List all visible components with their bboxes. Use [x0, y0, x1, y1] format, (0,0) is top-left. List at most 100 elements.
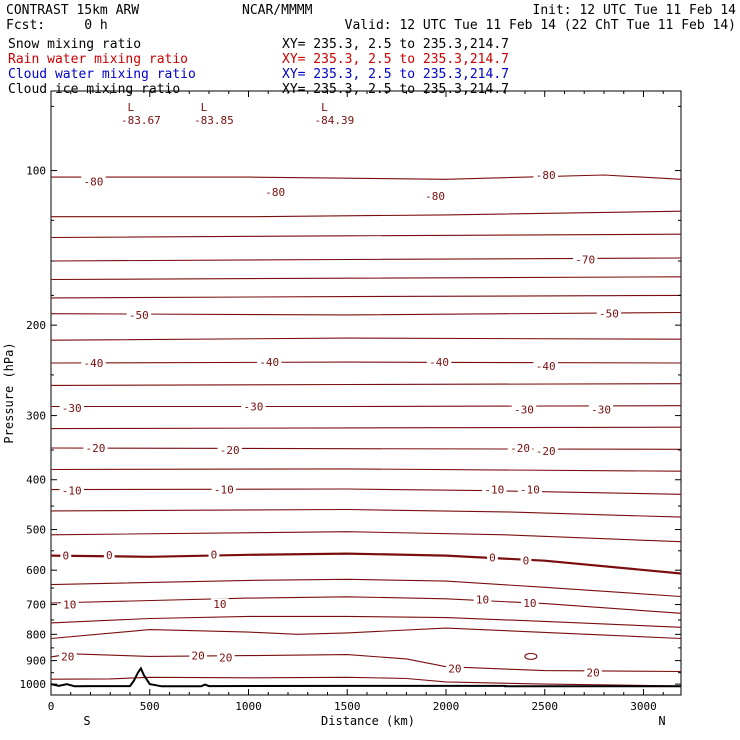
x-tick-label: 2500 [531, 700, 558, 713]
isotherm-line [50, 383, 682, 386]
contour-label: 0 [523, 555, 530, 568]
y-tick-label: 900 [26, 655, 46, 668]
minimum-letter: L [321, 101, 328, 114]
contour-label-bg [596, 307, 622, 320]
minimum-value: -83.67 [121, 114, 161, 127]
isotherm-line [50, 531, 682, 543]
isotherm-line [50, 426, 682, 430]
contour-label: -30 [514, 404, 534, 417]
contour-label-bg [189, 649, 207, 662]
x-end-label-south: S [83, 714, 90, 728]
legend-entry-section: XY= 235.3, 2.5 to 235.3,214.7 [282, 67, 509, 82]
contour-label: 10 [63, 599, 76, 612]
contour-label-bg [262, 185, 288, 198]
isotherm-line [50, 488, 682, 495]
contour-label: -20 [85, 442, 105, 455]
contour-label-bg [81, 175, 106, 188]
contour-label-bg [521, 596, 539, 609]
y-tick-label: 700 [26, 599, 46, 612]
isotherm-line [50, 653, 682, 673]
contour-label: -40 [429, 356, 449, 369]
contour-label-bg [588, 403, 614, 416]
y-tick-label: 800 [26, 628, 46, 641]
y-tick-label: 400 [26, 474, 46, 487]
contour-label: 10 [523, 597, 536, 610]
contour-label-bg [533, 168, 558, 181]
isotherm-line [50, 233, 682, 239]
legend-entry-name: Cloud ice mixing ratio [8, 82, 180, 97]
legend-entry-section: XY= 235.3, 2.5 to 235.3,214.7 [282, 52, 509, 67]
legend: Snow mixing ratio XY= 235.3, 2.5 to 235.3… [8, 37, 509, 97]
contour-label: -40 [259, 356, 279, 369]
terrain-line [50, 666, 681, 688]
contour-label-bg [211, 483, 237, 496]
contour-label-bg [59, 402, 84, 415]
isotherm-line [50, 615, 682, 628]
terrain-profile [50, 666, 681, 688]
isotherm-line [50, 276, 682, 281]
isotherm-line [50, 257, 682, 262]
minimum-value: -84.39 [315, 114, 355, 127]
minimum-value: -83.85 [194, 114, 234, 127]
y-tick-label: 100 [26, 165, 46, 178]
contour-label-bg [257, 356, 282, 369]
contour-label-bg [486, 551, 498, 564]
y-tick-label: 200 [26, 319, 46, 332]
legend-entry-section: XY= 235.3, 2.5 to 235.3,214.7 [282, 82, 509, 97]
x-tick-label: 3000 [630, 700, 657, 713]
contour-label-bg [60, 598, 79, 611]
contour-label: 0 [489, 552, 496, 565]
plot-frame [50, 90, 682, 696]
contour-label: -30 [62, 402, 82, 415]
contour-label: 0 [62, 550, 69, 563]
isotherm-line [50, 468, 682, 472]
isotherm-line [50, 361, 682, 364]
contour-label-bg [211, 598, 229, 611]
contour-label: -80 [265, 186, 285, 199]
legend-entry-name: Snow mixing ratio [8, 37, 141, 52]
contour-label: -80 [84, 175, 104, 188]
contour-label: -30 [243, 400, 263, 413]
center-label: NCAR/MMMM [242, 3, 313, 18]
contour-label: -70 [575, 253, 595, 266]
contour-label: 0 [106, 549, 113, 562]
contour-label-bg [446, 662, 464, 675]
contour-label-bg [208, 548, 220, 561]
forecast-hour: Fcst: 0 h [6, 18, 108, 33]
isotherm-line [50, 447, 682, 450]
minimum-markers: L-83.67L-83.85L-84.39 [121, 101, 354, 127]
contour-label-bg [58, 650, 77, 663]
isotherm-line [50, 578, 682, 598]
isotherm-line [50, 596, 682, 614]
contour-label-bg [59, 484, 84, 497]
legend-entry-name: Cloud water mixing ratio [8, 67, 196, 82]
valid-time: Valid: 12 UTC Tue 11 Feb 14 (22 ChT Tue … [345, 18, 736, 33]
contour-label-bg [473, 593, 492, 606]
x-axis-title: Distance (km) [321, 714, 415, 728]
contour-label-bg [533, 445, 558, 458]
isotherm-line [50, 552, 682, 575]
contour-label-bg [520, 554, 532, 567]
contour-label: -20 [510, 442, 530, 455]
contour-label-bg [511, 403, 537, 416]
minimum-letter: L [128, 101, 135, 114]
contour-label-bg [216, 651, 235, 664]
x-tick-label: 1500 [334, 700, 361, 713]
contour-label-bg [241, 400, 266, 413]
contour-label: -80 [536, 169, 556, 182]
isotherm-contours [50, 174, 682, 687]
contour-label: 0 [211, 548, 218, 561]
y-tick-label: 600 [26, 564, 46, 577]
isotherm-line [51, 174, 682, 180]
contour-label-bg [517, 483, 543, 496]
model-title: CONTRAST 15km ARW [6, 3, 139, 18]
contour-label: -30 [591, 404, 611, 417]
contour-label-bg [533, 359, 558, 372]
isotherm-line [50, 508, 682, 518]
contour-label: 20 [219, 652, 232, 665]
contour-label-bg [103, 548, 115, 561]
contour-label: 10 [476, 594, 489, 607]
contour-label: -20 [220, 444, 240, 457]
contour-label-bg [584, 666, 602, 679]
